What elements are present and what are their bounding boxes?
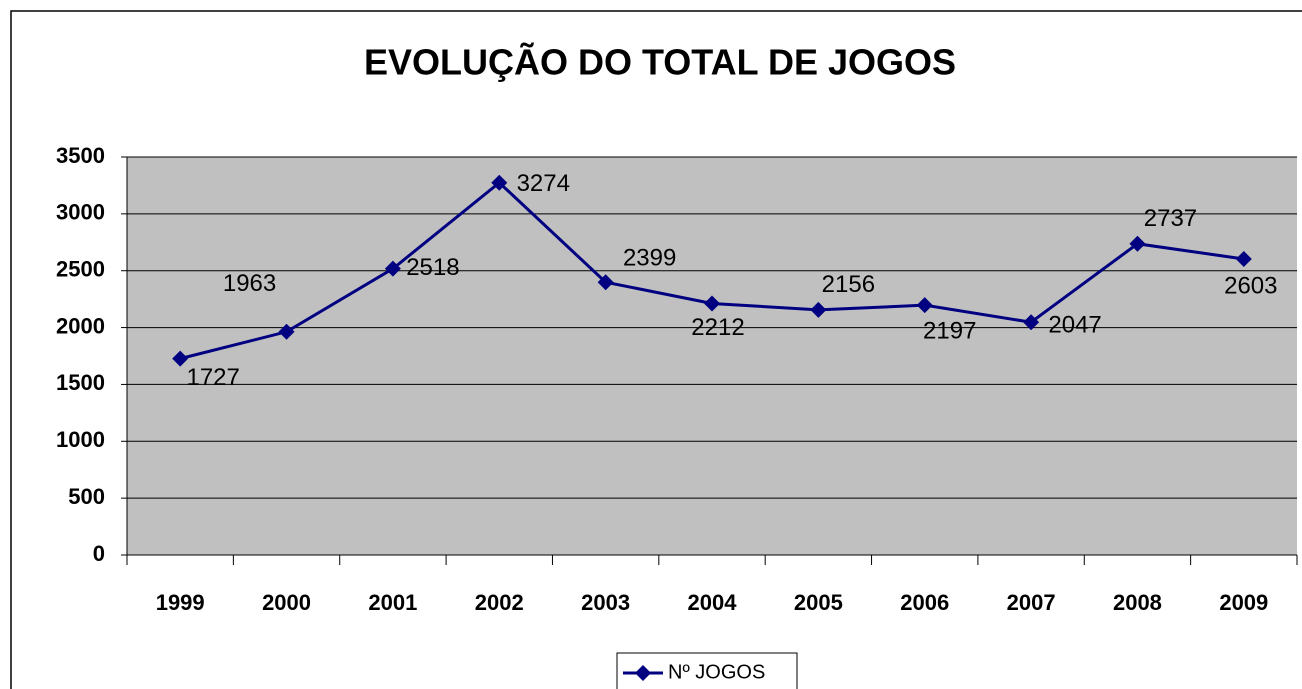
data-label: 1963	[223, 270, 276, 297]
data-label: 2047	[1048, 312, 1101, 339]
data-label: 2399	[623, 245, 676, 272]
x-tick-label: 2003	[581, 590, 630, 615]
y-tick-label: 1000	[56, 427, 105, 452]
x-tick-label: 2008	[1113, 590, 1162, 615]
marker	[278, 323, 295, 340]
x-tick-label: 2002	[475, 590, 524, 615]
y-tick-label: 3000	[56, 200, 105, 225]
y-tick-label: 0	[93, 541, 105, 566]
marker	[597, 274, 614, 291]
y-tick-label: 1500	[56, 370, 105, 395]
marker	[491, 174, 508, 191]
data-label: 2518	[406, 254, 459, 281]
data-label: 1727	[186, 364, 239, 391]
y-tick-label: 500	[68, 484, 105, 509]
legend-marker	[635, 665, 651, 681]
plot-area	[127, 157, 1297, 555]
data-label: 2156	[822, 271, 875, 298]
marker	[384, 260, 401, 277]
y-tick-label: 2500	[56, 257, 105, 282]
x-tick-label: 2000	[262, 590, 311, 615]
marker	[1129, 235, 1146, 252]
x-tick-label: 2005	[794, 590, 843, 615]
marker	[1023, 314, 1040, 331]
x-tick-label: 1999	[156, 590, 205, 615]
y-tick-label: 2000	[56, 313, 105, 338]
data-label: 3274	[517, 170, 570, 197]
marker	[704, 295, 720, 312]
x-tick-label: 2004	[688, 590, 738, 615]
x-tick-label: 2001	[368, 590, 417, 615]
data-label: 2737	[1144, 205, 1197, 232]
chart-title: EVOLUÇÃO DO TOTAL DE JOGOS	[364, 41, 956, 83]
marker	[172, 350, 189, 367]
marker	[1235, 251, 1252, 268]
y-tick-label: 3500	[56, 143, 105, 168]
data-label: 2197	[923, 318, 976, 345]
x-tick-label: 2009	[1219, 590, 1268, 615]
marker	[916, 297, 933, 314]
legend-label: Nº JOGOS	[668, 661, 765, 683]
data-label: 2603	[1224, 272, 1277, 299]
marker	[810, 301, 827, 318]
x-tick-label: 2006	[900, 590, 949, 615]
data-label: 2212	[691, 314, 744, 341]
x-tick-label: 2007	[1007, 590, 1056, 615]
